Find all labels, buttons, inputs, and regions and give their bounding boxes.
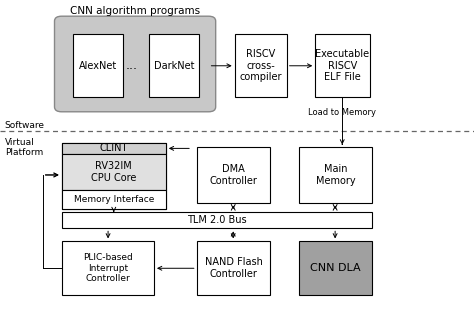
FancyBboxPatch shape: [315, 34, 370, 97]
Text: RISCV
cross-
compiler: RISCV cross- compiler: [239, 49, 282, 82]
Text: Executable
RISCV
ELF File: Executable RISCV ELF File: [315, 49, 370, 82]
Text: Load to Memory: Load to Memory: [308, 108, 376, 117]
FancyBboxPatch shape: [62, 190, 166, 209]
Text: Main
Memory: Main Memory: [316, 164, 355, 186]
Text: Software: Software: [5, 121, 45, 130]
FancyBboxPatch shape: [235, 34, 287, 97]
Text: CNN DLA: CNN DLA: [310, 263, 361, 273]
Text: Virtual
Platform: Virtual Platform: [5, 138, 43, 157]
FancyBboxPatch shape: [149, 34, 199, 97]
Text: RV32IM
CPU Core: RV32IM CPU Core: [91, 161, 137, 182]
FancyBboxPatch shape: [197, 147, 270, 202]
Text: TLM 2.0 Bus: TLM 2.0 Bus: [187, 215, 246, 225]
FancyBboxPatch shape: [55, 16, 216, 112]
FancyBboxPatch shape: [62, 241, 154, 295]
Text: DarkNet: DarkNet: [154, 61, 194, 71]
FancyBboxPatch shape: [62, 154, 166, 190]
FancyBboxPatch shape: [197, 241, 270, 295]
FancyBboxPatch shape: [299, 241, 372, 295]
Text: PLIC-based
Interrupt
Controller: PLIC-based Interrupt Controller: [83, 253, 133, 283]
Text: DMA
Controller: DMA Controller: [210, 164, 257, 186]
FancyBboxPatch shape: [62, 143, 166, 209]
Text: Memory Interface: Memory Interface: [73, 195, 154, 204]
Text: ...: ...: [126, 59, 138, 72]
Text: AlexNet: AlexNet: [79, 61, 118, 71]
FancyBboxPatch shape: [299, 147, 372, 202]
FancyBboxPatch shape: [62, 212, 372, 228]
Text: NAND Flash
Controller: NAND Flash Controller: [204, 257, 263, 279]
Text: CNN algorithm programs: CNN algorithm programs: [70, 6, 200, 16]
Text: CLINT: CLINT: [100, 143, 128, 153]
FancyBboxPatch shape: [62, 143, 166, 154]
FancyBboxPatch shape: [73, 34, 123, 97]
